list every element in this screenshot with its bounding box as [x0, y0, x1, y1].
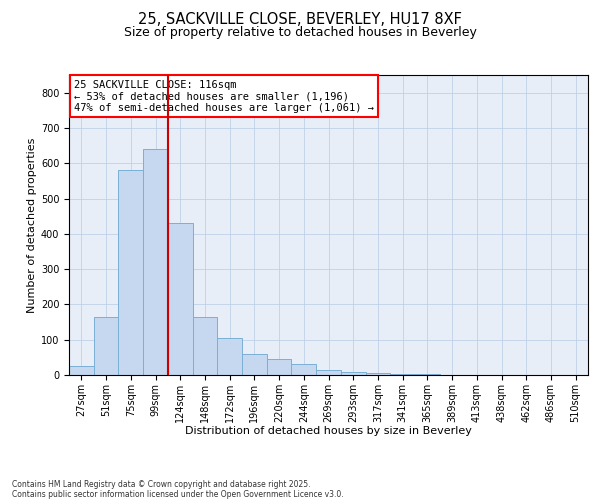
Text: Size of property relative to detached houses in Beverley: Size of property relative to detached ho…	[124, 26, 476, 39]
Bar	[292, 364, 316, 375]
Bar	[365, 373, 390, 375]
Bar	[242, 354, 267, 375]
Y-axis label: Number of detached properties: Number of detached properties	[26, 138, 37, 312]
Text: 25 SACKVILLE CLOSE: 116sqm
← 53% of detached houses are smaller (1,196)
47% of s: 25 SACKVILLE CLOSE: 116sqm ← 53% of deta…	[74, 80, 374, 112]
Text: 25, SACKVILLE CLOSE, BEVERLEY, HU17 8XF: 25, SACKVILLE CLOSE, BEVERLEY, HU17 8XF	[138, 12, 462, 28]
Bar	[267, 359, 292, 375]
Text: Contains HM Land Registry data © Crown copyright and database right 2025.
Contai: Contains HM Land Registry data © Crown c…	[12, 480, 344, 499]
Bar	[193, 317, 217, 375]
Bar	[69, 366, 94, 375]
Bar	[415, 374, 440, 375]
Bar	[168, 223, 193, 375]
Bar	[94, 317, 118, 375]
Bar	[118, 170, 143, 375]
Bar	[341, 372, 365, 375]
Bar	[390, 374, 415, 375]
X-axis label: Distribution of detached houses by size in Beverley: Distribution of detached houses by size …	[185, 426, 472, 436]
Bar	[143, 149, 168, 375]
Bar	[217, 338, 242, 375]
Bar	[316, 370, 341, 375]
